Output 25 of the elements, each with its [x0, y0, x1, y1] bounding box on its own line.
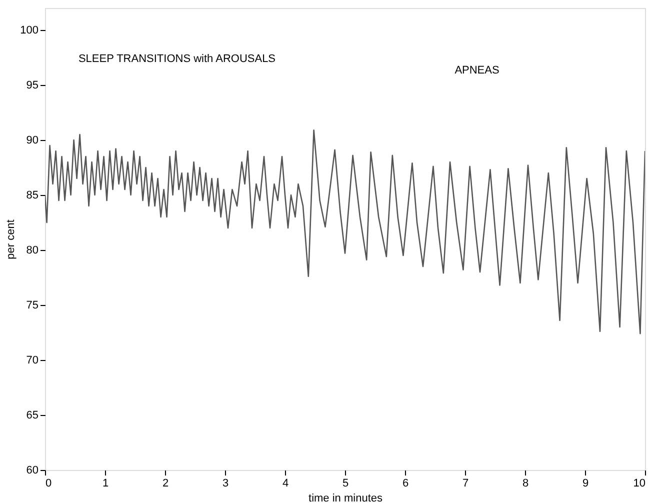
- x-tick-label: 3: [222, 478, 229, 490]
- x-tick-label: 8: [522, 478, 529, 490]
- y-axis-title: per cent: [5, 220, 18, 260]
- y-tick-label: 65: [26, 410, 38, 422]
- y-tick-label: 80: [26, 244, 38, 256]
- y-tick-label: 85: [26, 190, 38, 202]
- x-tick-label: 5: [342, 478, 349, 490]
- x-tick-label: 4: [282, 478, 289, 490]
- y-tick-label: 70: [26, 354, 38, 366]
- annotation: SLEEP TRANSITIONS with AROUSALS: [78, 52, 276, 65]
- y-tick-label: 75: [26, 300, 38, 312]
- x-tick-label: 6: [402, 478, 409, 490]
- x-tick-label: 9: [582, 478, 589, 490]
- x-tick-label: 10: [633, 478, 646, 490]
- y-tick-label: 95: [26, 80, 38, 92]
- y-tick-label: 100: [20, 24, 38, 36]
- x-axis-title: time in minutes: [308, 492, 383, 503]
- x-tick-label: 1: [102, 478, 109, 490]
- y-tick-label: 60: [26, 464, 38, 476]
- line-series: [45, 129, 645, 334]
- x-tick-label: 7: [462, 478, 469, 490]
- annotation: APNEAS: [454, 64, 500, 76]
- x-tick-label: 2: [162, 478, 169, 490]
- y-tick-label: 90: [26, 134, 38, 146]
- x-tick-label: 0: [46, 478, 52, 490]
